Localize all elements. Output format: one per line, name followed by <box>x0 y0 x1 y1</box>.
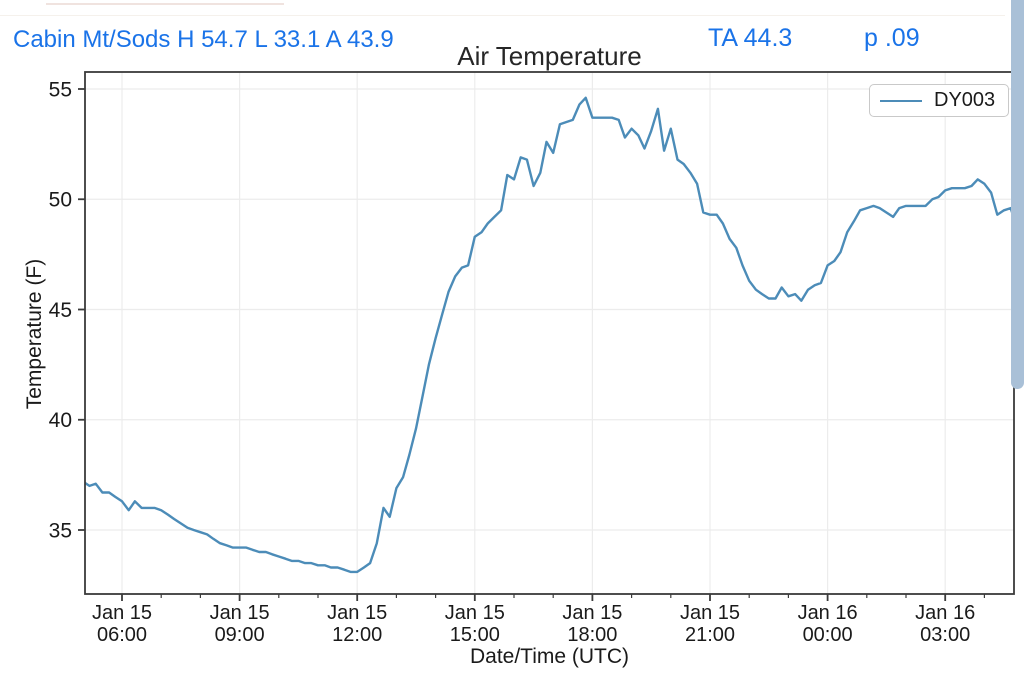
precip-reading-text: p .09 <box>864 24 920 52</box>
y-tick-labels: 35 40 45 50 55 <box>49 78 72 542</box>
svg-text:18:00: 18:00 <box>567 624 617 646</box>
svg-text:Jan 16: Jan 16 <box>915 602 975 624</box>
legend[interactable]: DY003 <box>869 84 1009 117</box>
vertical-scrollbar-thumb[interactable] <box>1011 0 1024 389</box>
svg-text:45: 45 <box>49 299 72 322</box>
header-divider-line <box>0 15 1005 16</box>
legend-line-sample-icon <box>880 99 922 102</box>
series-line-dy003 <box>85 96 1014 574</box>
station-summary-text: Cabin Mt/Sods H 54.7 L 33.1 A 43.9 <box>13 26 394 53</box>
svg-text:55: 55 <box>49 78 72 101</box>
svg-text:Jan 16: Jan 16 <box>798 602 858 624</box>
svg-text:Jan 15: Jan 15 <box>210 602 270 624</box>
chart-title: Air Temperature <box>457 41 642 71</box>
svg-text:Jan 15: Jan 15 <box>445 602 505 624</box>
gridlines <box>85 72 1014 594</box>
y-axis-title: Temperature (F) <box>23 258 46 410</box>
svg-text:09:00: 09:00 <box>215 624 265 646</box>
svg-text:15:00: 15:00 <box>450 624 500 646</box>
svg-text:Jan 15: Jan 15 <box>92 602 152 624</box>
svg-text:03:00: 03:00 <box>920 624 970 646</box>
x-axis-title: Date/Time (UTC) <box>469 645 630 668</box>
svg-text:00:00: 00:00 <box>803 624 853 646</box>
legend-series-label: DY003 <box>934 89 996 111</box>
svg-text:40: 40 <box>49 409 72 432</box>
svg-text:35: 35 <box>49 519 72 542</box>
air-temp-reading-text: TA 44.3 <box>708 24 793 52</box>
svg-text:Jan 15: Jan 15 <box>327 602 387 624</box>
svg-text:12:00: 12:00 <box>332 624 382 646</box>
svg-text:06:00: 06:00 <box>97 624 147 646</box>
svg-text:Jan 15: Jan 15 <box>562 602 622 624</box>
svg-text:21:00: 21:00 <box>685 624 735 646</box>
plot-background <box>85 72 1014 594</box>
svg-text:Jan 15: Jan 15 <box>680 602 740 624</box>
svg-text:50: 50 <box>49 189 72 212</box>
top-artifact-line <box>46 3 284 5</box>
axis-ticks <box>78 88 986 601</box>
